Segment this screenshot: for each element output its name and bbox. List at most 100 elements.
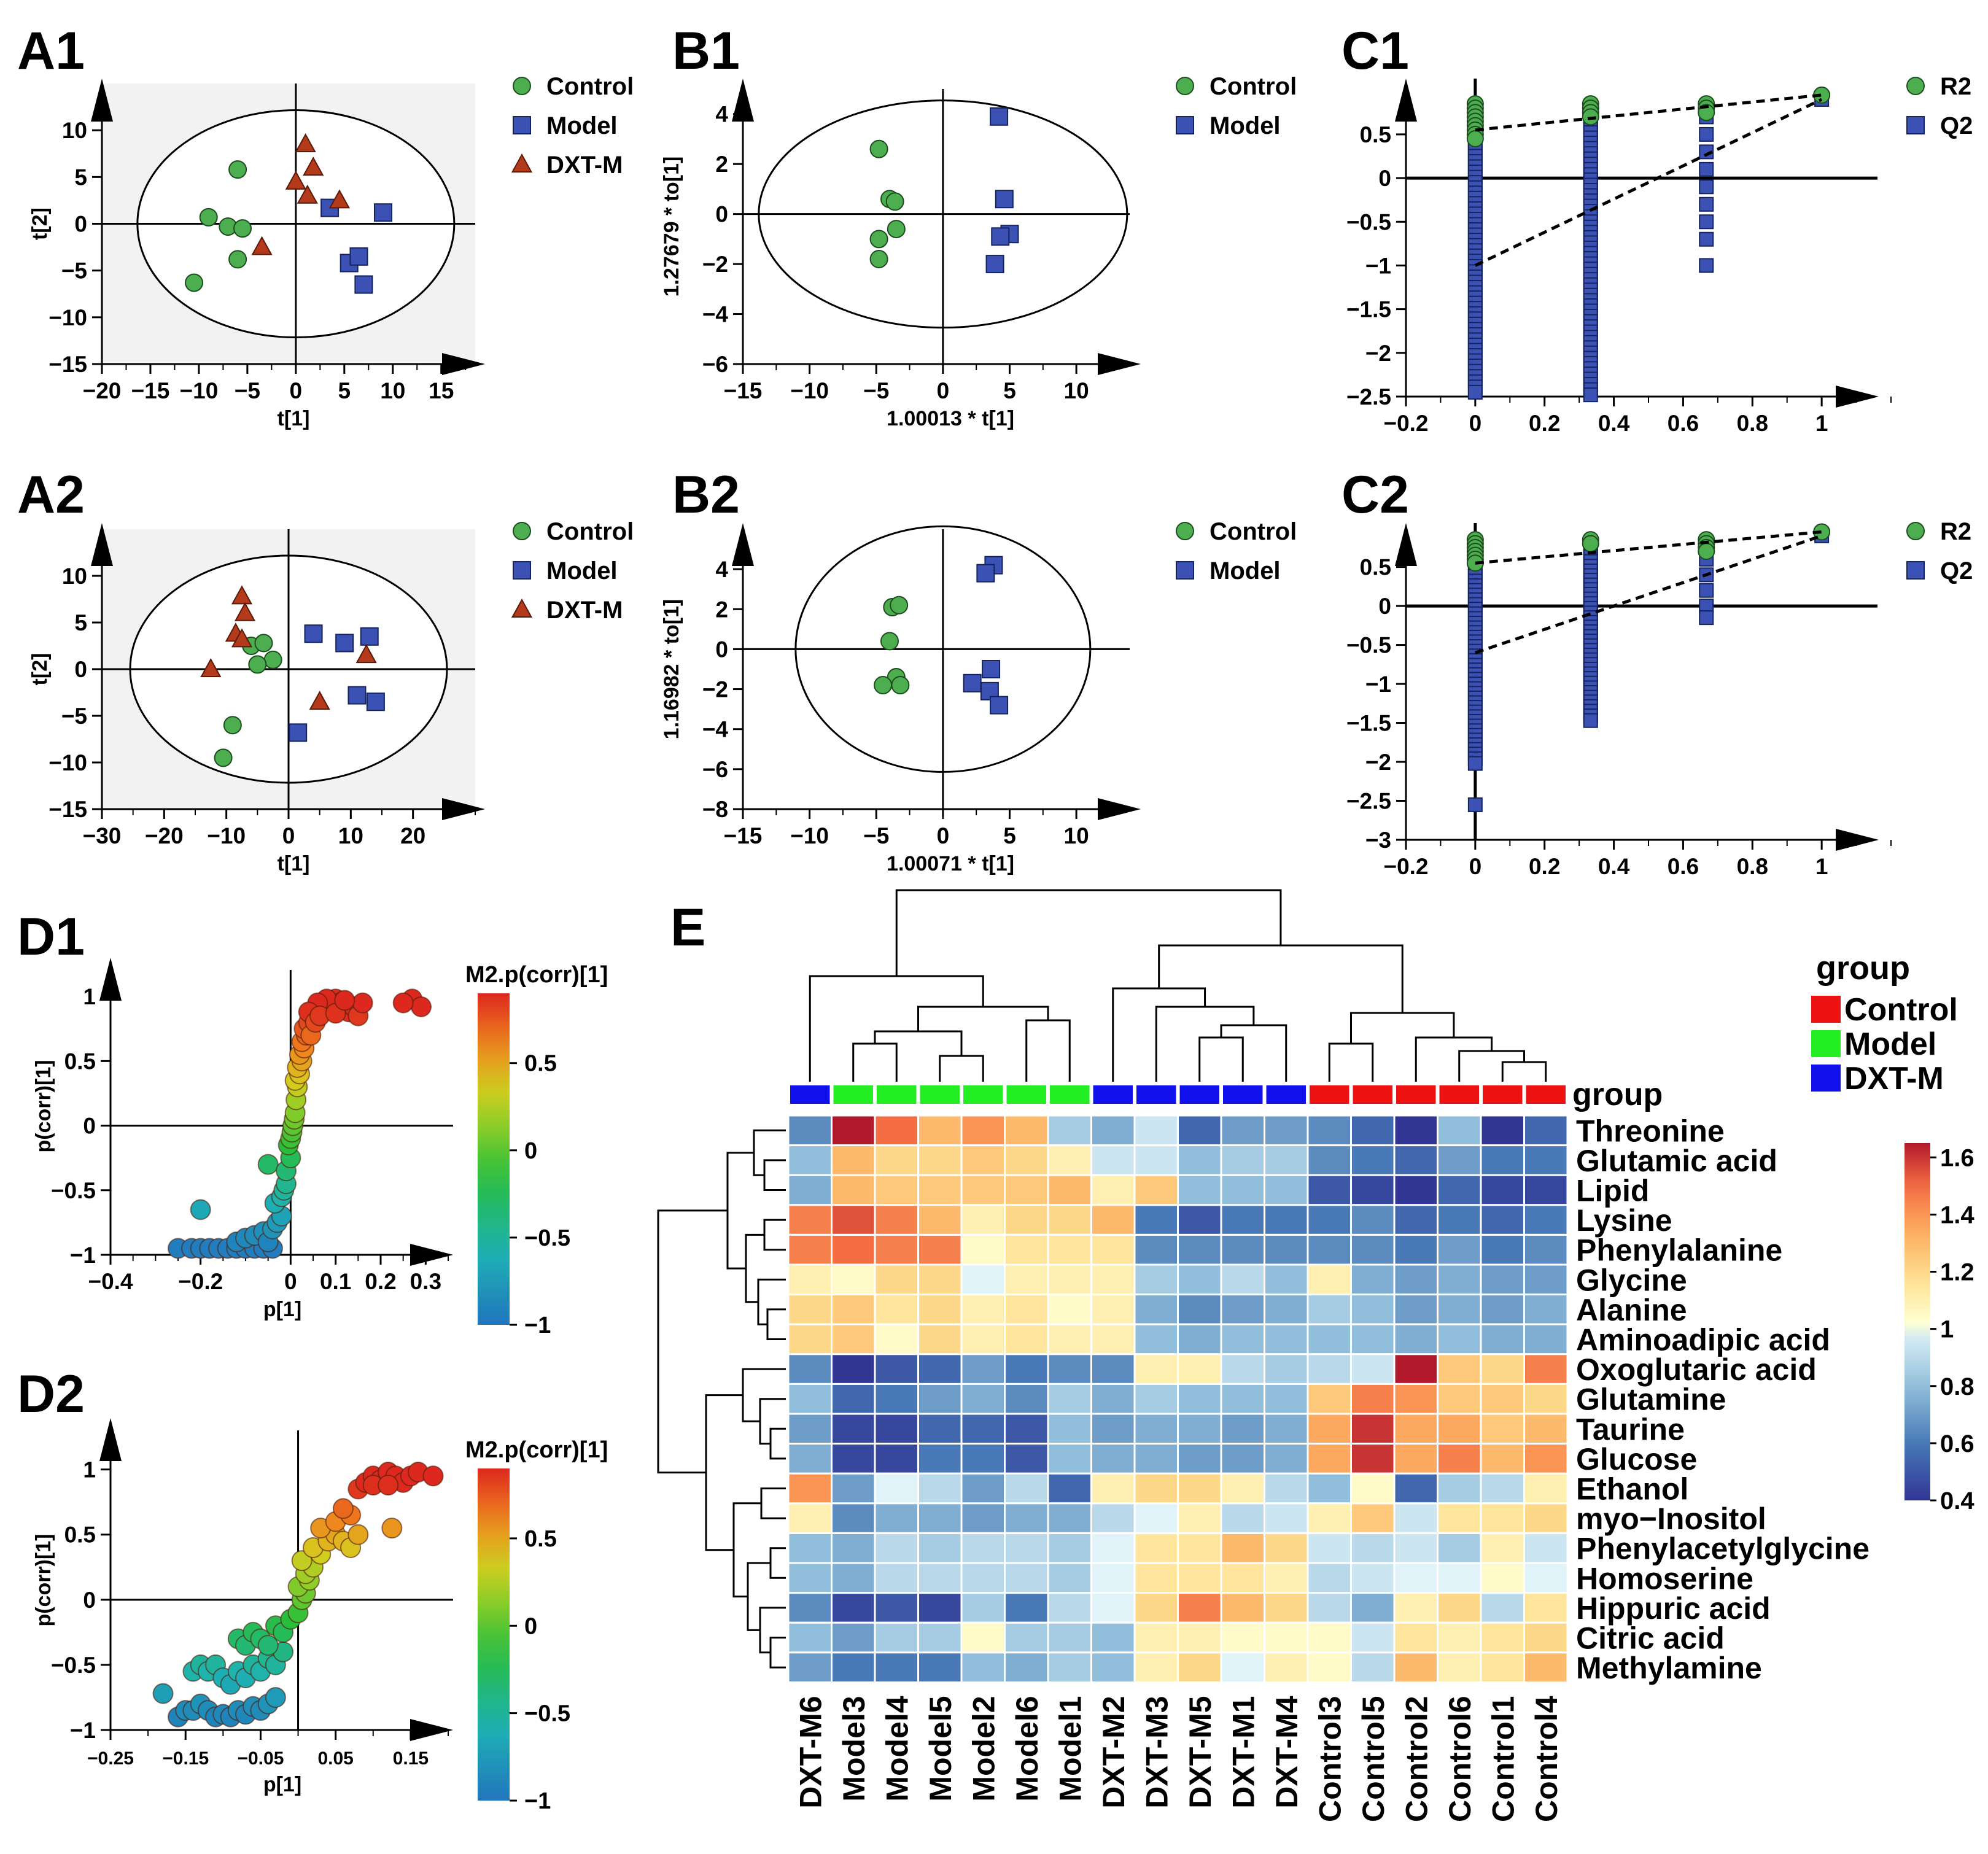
heatmap-cell [1523, 1532, 1569, 1564]
legend-marker [1906, 77, 1925, 95]
legend-marker [513, 116, 531, 134]
heatmap-cell [1350, 1562, 1396, 1594]
q2-regression-line [1474, 98, 1823, 267]
column-label: DXT-M5 [1183, 1696, 1217, 1808]
panel-label: D2 [17, 1365, 85, 1424]
heatmap-cell [917, 1472, 963, 1505]
heatmap-cell [960, 1532, 1006, 1564]
heatmap-cell [1437, 1592, 1482, 1624]
row-label: Citric acid [1576, 1621, 1725, 1656]
y-tick-label: −0.5 [51, 1653, 96, 1678]
y-tick-label: −2.5 [1346, 789, 1391, 814]
x-tick-label: −5 [863, 378, 889, 403]
point-control [199, 208, 218, 227]
column-label: DXT-M2 [1097, 1696, 1131, 1808]
splot-point [381, 1518, 403, 1539]
heatmap-cell [960, 1413, 1006, 1445]
heatmap-cell [1480, 1144, 1525, 1176]
point-dxt-m [309, 691, 330, 710]
heatmap-cell [1264, 1174, 1309, 1206]
heatmap-cell [1177, 1532, 1222, 1564]
colorbar-tick-label: 1.6 [1940, 1144, 1974, 1171]
row-dendrogram-branch [745, 1233, 764, 1303]
group-legend-label: Model [1844, 1026, 1936, 1062]
x-tick-label: 0 [1469, 411, 1482, 436]
figure-layer: A1−20 −15 −10 −5 0 5 10 15−15−10−50510t[1]t[2]C… [17, 21, 1974, 1822]
y-tick-label: 4 [715, 102, 728, 127]
heatmap-cell [960, 1323, 1006, 1356]
heatmap-cell [1177, 1204, 1222, 1236]
heatmap-cell [1437, 1174, 1482, 1206]
splot-point [392, 992, 414, 1014]
point-model [990, 696, 1009, 715]
group-cell-dxt-m [790, 1085, 830, 1104]
heatmap-cell [1264, 1621, 1309, 1654]
heatmap-cell [831, 1353, 876, 1385]
heatmap-cell [1393, 1233, 1439, 1266]
heatmap-cell [917, 1174, 963, 1206]
q2-point [1467, 384, 1483, 400]
splot-point [422, 1465, 444, 1487]
x-tick-label: 0 [937, 378, 950, 403]
heatmap-cell [1004, 1502, 1049, 1534]
heatmap-cell [787, 1204, 833, 1236]
y-tick-label: −15 [49, 352, 87, 377]
heatmap-cell [1480, 1323, 1525, 1356]
colorbar-title: M2.p(corr)[1] [465, 1437, 608, 1463]
dendrogram-branch [1501, 1061, 1547, 1082]
heatmap-cell [1523, 1353, 1569, 1385]
legend-marker [511, 153, 533, 173]
heatmap-cell [1177, 1114, 1222, 1147]
point-control [891, 676, 910, 695]
heatmap-cell [1264, 1233, 1309, 1266]
point-model [289, 723, 308, 742]
heatmap-cell [874, 1592, 919, 1624]
splot-point [257, 1154, 279, 1175]
dendrogram-branch [1415, 1036, 1493, 1082]
y-tick-label: 5 [74, 165, 87, 190]
point-dxt-m [231, 628, 253, 648]
r2-regression-line [1475, 93, 1822, 132]
heatmap-cell [960, 1263, 1006, 1296]
group-cell-control [1483, 1085, 1523, 1104]
point-control [880, 632, 899, 651]
heatmap-cell [1350, 1621, 1396, 1654]
heatmap-cell [1004, 1323, 1049, 1356]
group-cell-control [1353, 1085, 1392, 1104]
heatmap-cell [1133, 1532, 1179, 1564]
heatmap-cell [831, 1443, 876, 1475]
heatmap-cell [1350, 1413, 1396, 1445]
column-label: Control1 [1486, 1696, 1520, 1822]
r2-point [1582, 535, 1599, 553]
x-tick-label: −20 [145, 823, 184, 848]
heatmap-cell [787, 1592, 833, 1624]
heatmap-cell [831, 1233, 876, 1266]
heatmap-cell [1523, 1621, 1569, 1654]
y-tick-label: −2 [1365, 750, 1391, 775]
point-control [248, 655, 267, 674]
dendrogram-branch [1158, 944, 1404, 1013]
point-model [304, 624, 323, 643]
row-dendrogram-branch [759, 1607, 786, 1654]
colorbar-tick-label: −0.5 [524, 1225, 570, 1251]
dendrogram-branch [1112, 987, 1206, 1082]
heatmap-cell [1047, 1621, 1092, 1654]
splot-point [152, 1683, 174, 1704]
heatmap-cell [1523, 1204, 1569, 1236]
heatmap-cell [1133, 1294, 1179, 1325]
column-label: Control4 [1529, 1696, 1564, 1822]
heatmap-cell [1480, 1114, 1525, 1147]
heatmap-cell [1047, 1443, 1092, 1475]
heatmap-cell [874, 1263, 919, 1296]
panel-B2: B2 −15 −10 −5 0 5 10 −8 −6 −4 −2 0 2 4 1.00071 * t[1] 1… [660, 465, 1297, 875]
legend-marker [513, 522, 531, 540]
heatmap-cell [787, 1294, 833, 1325]
heatmap-cell [874, 1233, 919, 1266]
heatmap-cell [1393, 1294, 1439, 1325]
heatmap-cell [787, 1353, 833, 1385]
group-legend-swatch [1811, 1030, 1841, 1057]
group-cell-model [920, 1085, 960, 1104]
heatmap-cell [1090, 1383, 1136, 1415]
heatmap-cell [1393, 1323, 1439, 1356]
heatmap-cell [1437, 1532, 1482, 1564]
